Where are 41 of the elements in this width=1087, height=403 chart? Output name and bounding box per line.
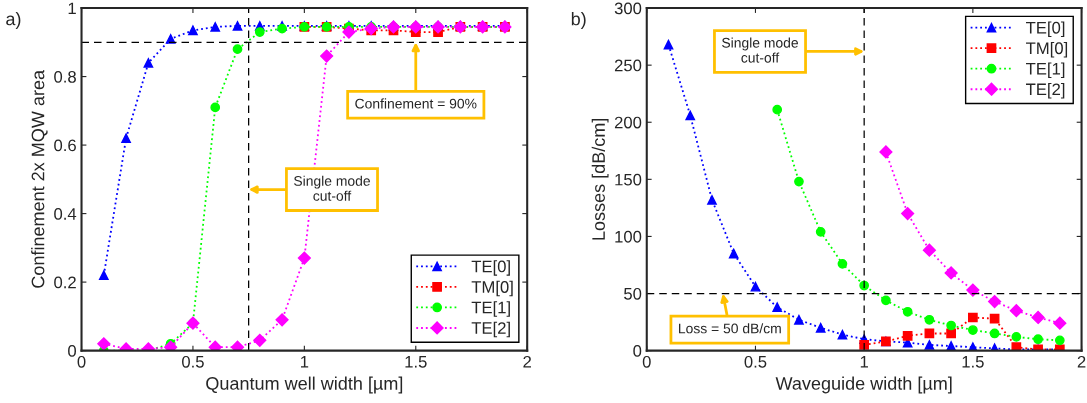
legend-label: TM[0] xyxy=(471,280,513,297)
x-tick-label: 0 xyxy=(77,355,86,368)
legend-label: TE[0] xyxy=(471,260,510,276)
y-tick-label: 150 xyxy=(615,173,642,186)
y-tick-label: 0.2 xyxy=(54,276,76,289)
x-tick-label: 1 xyxy=(301,356,309,368)
x-tick-label: 1 xyxy=(860,356,868,368)
y-tick-label: 0 xyxy=(633,345,642,357)
y-tick-label: 0 xyxy=(68,345,77,357)
y-tick-label: 250 xyxy=(614,59,642,72)
chart-title: a) xyxy=(6,12,21,29)
chart-title: b) xyxy=(571,12,586,29)
x-tick-label: 1.5 xyxy=(405,356,427,368)
y-tick-label: 50 xyxy=(624,287,642,300)
annotation: Single mode cut-off xyxy=(294,175,370,201)
x-tick-label: 1.5 xyxy=(962,356,984,368)
legend-label: TM[0] xyxy=(1026,41,1068,58)
annotation: Loss = 50 dB/cm xyxy=(679,323,781,334)
y-tick-label: 0.6 xyxy=(54,139,76,152)
annotation: Confinement = 90% xyxy=(355,98,477,109)
x-tick-label: 0.5 xyxy=(182,355,204,368)
x-tick-label: 2 xyxy=(523,355,531,368)
legend-label: TE[2] xyxy=(1026,83,1065,99)
y-axis-title: Losses [dB/cm] xyxy=(591,118,609,240)
y-tick-label: 300 xyxy=(614,2,642,15)
y-tick-label: 100 xyxy=(615,230,642,243)
x-tick-label: 0.5 xyxy=(744,355,767,368)
legend-label: TE[0] xyxy=(1026,21,1065,37)
x-axis-title: Waveguide width [µm] xyxy=(775,376,952,394)
x-tick-label: 0 xyxy=(642,355,651,368)
y-tick-label: 0.8 xyxy=(54,70,76,83)
y-tick-label: 200 xyxy=(614,116,642,129)
y-axis-title: Confinement 2x MQW area xyxy=(31,69,48,288)
x-axis-title: Quantum well width [µm] xyxy=(206,376,403,394)
x-tick-label: 2 xyxy=(1077,355,1086,368)
legend-label: TE[2] xyxy=(471,321,510,338)
legend-label: TE[1] xyxy=(1026,62,1065,78)
y-tick-label: 1 xyxy=(68,2,76,15)
y-tick-label: 0.4 xyxy=(54,207,77,220)
annotation: Single mode cut-off xyxy=(722,37,798,63)
legend-label: TE[1] xyxy=(471,301,510,317)
